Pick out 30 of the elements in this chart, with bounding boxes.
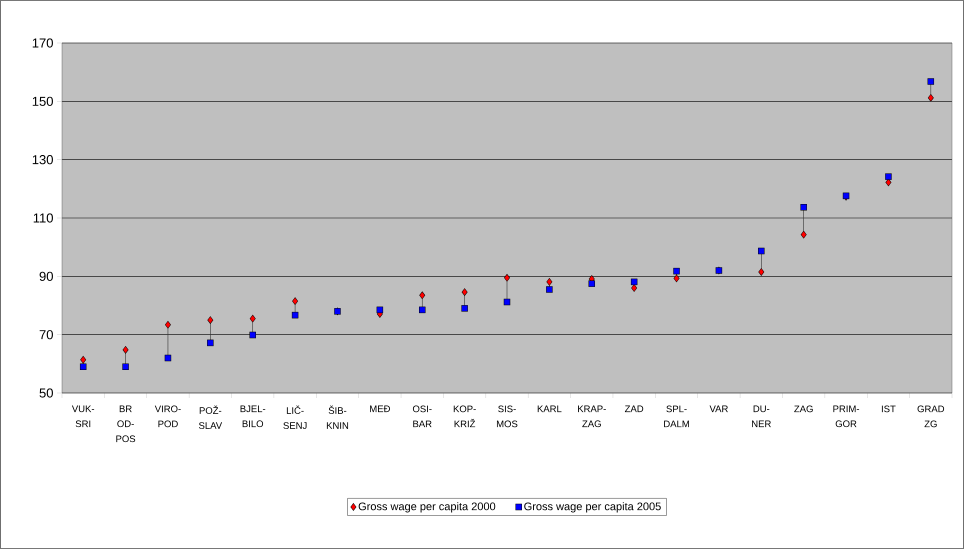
x-tick-label: GRAD ZG <box>918 406 944 428</box>
x-tick-label: BR OD-POS <box>116 406 136 442</box>
x-tick-label: DU-NER <box>752 406 771 428</box>
y-tick-label: 150 <box>32 96 53 106</box>
x-tick-label: VAR <box>710 406 728 412</box>
x-tick-label: VUK-SRI <box>72 406 94 428</box>
y-tick-label: 130 <box>32 155 53 164</box>
x-tick-label: PRIM-GOR <box>833 406 860 428</box>
x-tick-label: POŽ-SLAV <box>198 406 222 429</box>
x-tick-label: SPL-DALM <box>664 406 689 428</box>
x-tick-label: KRAP-ZAG <box>578 406 606 428</box>
y-tick-label: 170 <box>32 38 53 48</box>
x-tick-label: KARL <box>538 406 562 412</box>
y-tick-label: 70 <box>40 330 53 340</box>
x-tick-label: ŠIB-KNIN <box>326 406 348 429</box>
x-tick-label: BJEL-BILO <box>240 406 266 428</box>
x-tick-label: KOP-KRIŽ <box>454 406 476 428</box>
legend-label: Gross wage per capita 2000 <box>358 502 496 512</box>
legend-label: Gross wage per capita 2005 <box>524 502 661 512</box>
x-tick-label: VIRO-POD <box>154 406 181 428</box>
y-tick-label: 50 <box>40 388 53 398</box>
y-tick-label: 90 <box>40 272 53 281</box>
x-tick-label: SIS-MOS <box>496 406 518 428</box>
y-tick-label: 110 <box>34 213 53 223</box>
x-tick-label: OSI-BAR <box>412 406 432 428</box>
x-tick-label: IST <box>882 406 896 412</box>
x-tick-label: ZAG <box>794 406 813 412</box>
x-tick-label: ZAD <box>624 406 644 412</box>
x-tick-label: LIČ-SENJ <box>283 406 307 429</box>
x-tick-label: MEĐ <box>370 406 390 412</box>
